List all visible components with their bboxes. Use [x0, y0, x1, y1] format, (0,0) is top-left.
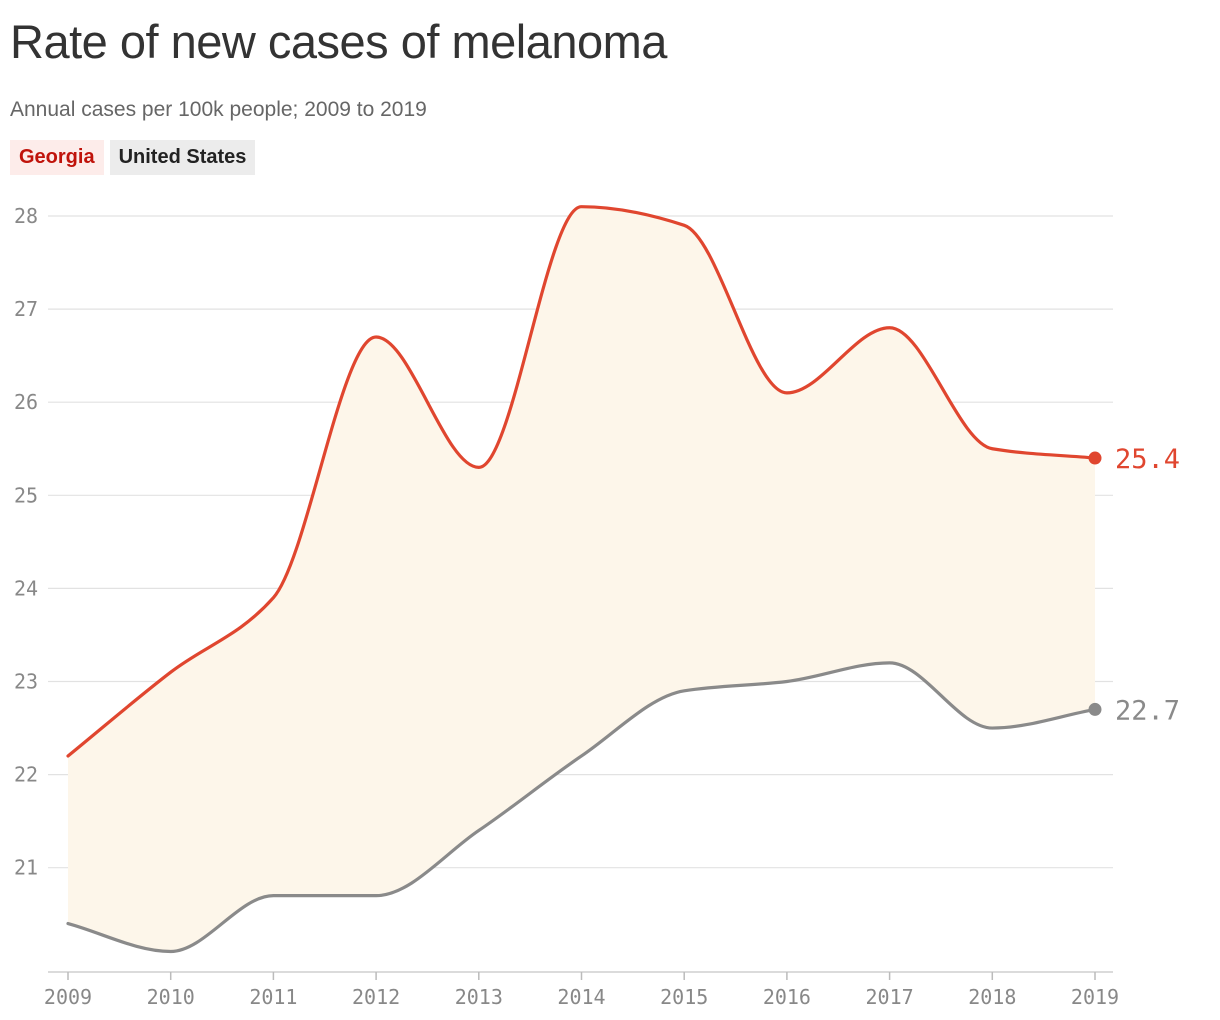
area-between-series	[68, 206, 1095, 952]
x-tick-label: 2014	[557, 985, 605, 1009]
x-tick-label: 2017	[866, 985, 914, 1009]
y-tick-label: 22	[14, 763, 38, 787]
shaded-area	[68, 206, 1095, 952]
x-tick-label: 2018	[968, 985, 1016, 1009]
chart-title: Rate of new cases of melanoma	[10, 15, 667, 68]
x-tick-label: 2010	[147, 985, 195, 1009]
x-tick-label: 2011	[249, 985, 297, 1009]
x-tick-label: 2015	[660, 985, 708, 1009]
series-line-georgia	[66, 205, 1097, 758]
x-axis: 2009 2010 2011 2012 2013 2014 2015 2016 2017 2018…	[44, 971, 1119, 1009]
end-point-georgia	[1088, 451, 1102, 465]
x-tick-label: 2012	[352, 985, 400, 1009]
end-label-georgia: 25.4	[1115, 444, 1180, 475]
y-tick-label: 23	[14, 670, 38, 694]
x-tick-label: 2019	[1071, 985, 1119, 1009]
y-tick-label: 25	[14, 483, 38, 507]
end-points: 25.4 22.7	[1088, 444, 1180, 726]
end-point-united-states	[1088, 702, 1102, 716]
legend-item-georgia: Georgia	[10, 140, 104, 175]
legend: Georgia United States	[10, 140, 256, 175]
x-tick-label: 2013	[455, 985, 503, 1009]
x-tick-label: 2016	[763, 985, 811, 1009]
y-tick-label: 24	[14, 576, 38, 600]
y-axis: 21 22 23 24 25 26 27 28	[14, 204, 38, 880]
series-lines	[66, 205, 1097, 954]
y-tick-label: 28	[14, 204, 38, 228]
legend-item-united-states: United States	[109, 140, 256, 175]
y-tick-label: 21	[14, 856, 38, 880]
y-tick-label: 26	[14, 390, 38, 414]
end-label-united-states: 22.7	[1115, 695, 1180, 726]
y-tick-label: 27	[14, 297, 38, 321]
series-line-united-states	[66, 661, 1097, 954]
chart-subtitle: Annual cases per 100k people; 2009 to 20…	[10, 98, 427, 121]
x-tick-label: 2009	[44, 985, 92, 1009]
